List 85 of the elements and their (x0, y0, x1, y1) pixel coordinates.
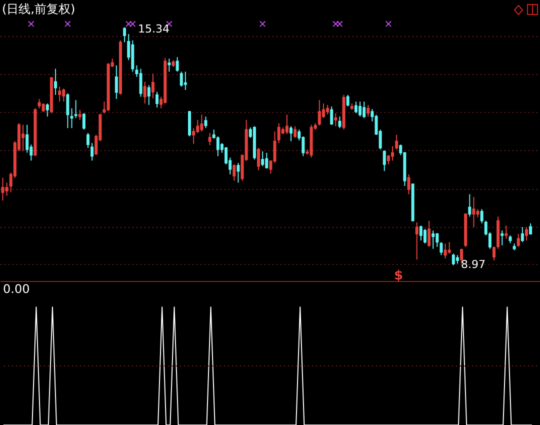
candlestick (22, 124, 25, 152)
candlestick (257, 147, 260, 171)
candlestick (176, 56, 179, 72)
candlestick (362, 101, 366, 119)
candlestick (386, 154, 390, 165)
candlestick (196, 119, 200, 134)
candlestick (204, 116, 208, 129)
candlestick (334, 112, 338, 127)
candlestick (330, 106, 334, 126)
candlestick (516, 233, 520, 248)
candlestick (131, 40, 134, 72)
chart-title: (日线,前复权) (2, 2, 76, 16)
candlestick (5, 182, 8, 196)
candlestick (452, 253, 455, 266)
candlestick (448, 242, 451, 254)
annotation: 8.97 (461, 258, 486, 271)
candlestick (294, 126, 297, 138)
candlestick (444, 243, 447, 259)
candlestick (62, 88, 66, 102)
candlestick (415, 222, 418, 260)
candlestick (184, 71, 187, 91)
candlestick (338, 116, 342, 129)
candlestick (277, 122, 280, 144)
candlestick (123, 26, 126, 43)
candlestick (46, 102, 49, 118)
candlestick (480, 208, 484, 224)
candlestick (70, 108, 74, 129)
candlestick (82, 112, 86, 130)
candlestick (285, 114, 288, 135)
candlestick (200, 114, 204, 132)
candlestick (58, 86, 62, 102)
candlestick (38, 98, 41, 109)
candlestick (440, 242, 443, 256)
annotation: 15.34 (138, 22, 170, 36)
candlestick (54, 68, 58, 96)
candlestick (436, 232, 439, 248)
chart-title: 0.00 (3, 282, 30, 296)
candlestick (326, 104, 330, 115)
candlestick (500, 230, 504, 246)
candlestick (232, 164, 236, 182)
candlestick (290, 126, 293, 142)
candlestick (168, 58, 171, 72)
candlestick (114, 64, 118, 100)
candlestick (261, 150, 264, 167)
candlestick (90, 142, 94, 162)
candlestick (520, 226, 524, 243)
candlestick (265, 152, 268, 169)
candlestick (492, 246, 496, 261)
candlestick (391, 146, 394, 162)
candlestick (318, 100, 321, 126)
candlestick (236, 162, 240, 184)
candlestick (74, 100, 78, 119)
candlestick (208, 132, 212, 146)
candlestick (151, 73, 154, 99)
candlestick (524, 226, 528, 242)
candlestick (302, 136, 305, 157)
candlestick (472, 196, 476, 228)
candlestick (354, 101, 358, 114)
candlestick (428, 220, 431, 248)
text: $ (394, 268, 404, 284)
candlestick (432, 230, 435, 250)
candlestick (460, 248, 464, 264)
candlestick (216, 136, 220, 157)
candlestick (26, 124, 29, 154)
candlestick (192, 128, 196, 144)
candlestick (382, 150, 386, 172)
candlestick (358, 101, 362, 118)
candlestick (407, 174, 410, 195)
candlestick (78, 109, 82, 120)
candlestick (419, 225, 422, 242)
candlestick (139, 68, 142, 98)
candlestick (86, 132, 90, 148)
candlestick (143, 81, 146, 104)
candlestick (66, 92, 70, 129)
candlestick (188, 110, 191, 137)
candlestick (1, 177, 4, 202)
candlestick (423, 228, 426, 244)
candlestick (180, 71, 183, 88)
candlestick (156, 91, 159, 108)
candlestick (346, 94, 350, 107)
candlestick (504, 225, 508, 240)
candlestick (366, 104, 370, 118)
candlestick (468, 194, 472, 218)
candlestick (395, 134, 398, 150)
candlestick (147, 84, 150, 106)
